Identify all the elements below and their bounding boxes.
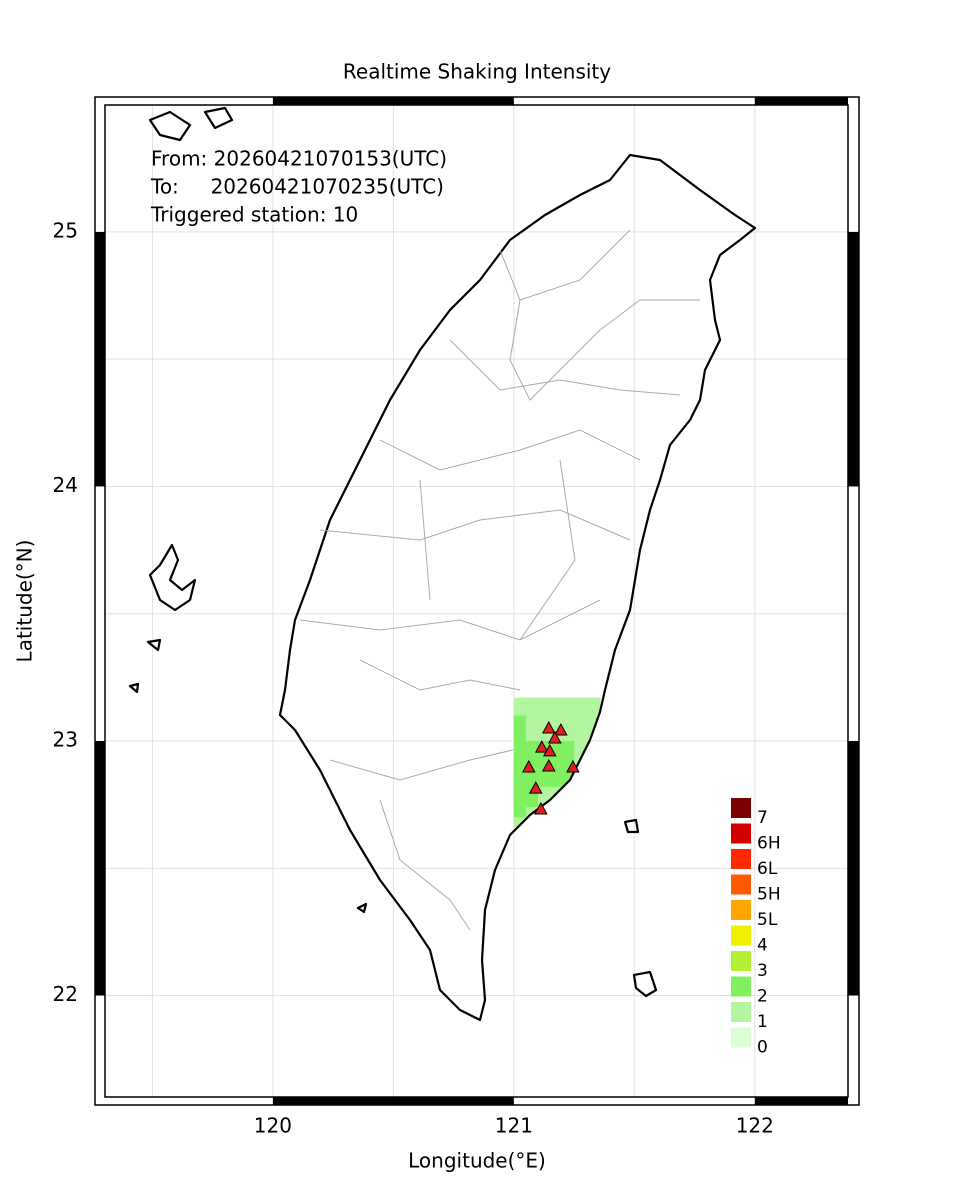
station bbox=[553, 723, 568, 736]
x-axis-label: Longitude(°E) bbox=[408, 1149, 546, 1173]
frame-bar bbox=[272, 1097, 514, 1105]
y-axis-label: Latitude(°N) bbox=[13, 540, 37, 663]
legend-label: 6H bbox=[757, 834, 781, 854]
frame-inner bbox=[104, 104, 849, 1098]
legend-label: 5H bbox=[757, 885, 781, 905]
frame-bar bbox=[754, 97, 848, 105]
y-tick-label: 23 bbox=[53, 728, 78, 752]
frame-bar bbox=[95, 741, 105, 996]
legend-label: 2 bbox=[757, 987, 768, 1007]
station bbox=[521, 759, 536, 773]
station bbox=[541, 758, 556, 772]
x-tick-label: 120 bbox=[254, 1114, 292, 1138]
x-tick-label: 122 bbox=[736, 1114, 774, 1138]
legend-swatch bbox=[731, 874, 751, 895]
station bbox=[547, 730, 562, 744]
info-line: Triggered station: 10 bbox=[150, 203, 358, 227]
stations bbox=[521, 720, 580, 815]
y-tick-label: 25 bbox=[53, 218, 78, 242]
info-text: From: 20260421070153(UTC) To: 20260421070… bbox=[150, 147, 447, 227]
legend-swatch bbox=[731, 798, 751, 818]
frame-bar bbox=[272, 97, 514, 105]
station bbox=[534, 740, 549, 753]
coastline bbox=[128, 106, 757, 1022]
info-line: To: 20260421070235(UTC) bbox=[150, 175, 444, 199]
station bbox=[533, 801, 548, 815]
legend-swatch bbox=[731, 1002, 751, 1022]
legend-label: 6L bbox=[757, 859, 778, 879]
station bbox=[528, 781, 543, 794]
legend-label: 5L bbox=[757, 910, 778, 930]
station bbox=[542, 743, 557, 757]
legend-swatch bbox=[731, 823, 751, 844]
station bbox=[566, 759, 580, 773]
legend: 7 6H 6L 5H 5L 4 3 2 1 0 bbox=[731, 798, 781, 1058]
legend-swatch bbox=[731, 849, 751, 869]
legend-swatch bbox=[731, 900, 751, 920]
legend-swatch bbox=[731, 925, 751, 946]
frame-bar bbox=[95, 231, 105, 487]
legend-label: 4 bbox=[757, 936, 768, 956]
y-tick-label: 24 bbox=[53, 473, 78, 497]
info-line: From: 20260421070153(UTC) bbox=[151, 147, 447, 171]
frame-bar bbox=[754, 1097, 848, 1105]
y-tick-label: 22 bbox=[53, 982, 78, 1006]
title: Realtime Shaking Intensity bbox=[343, 60, 611, 84]
legend-label: 1 bbox=[757, 1012, 768, 1032]
frame-bar bbox=[848, 231, 859, 487]
grid bbox=[105, 105, 848, 1097]
station bbox=[541, 720, 556, 734]
legend-swatch bbox=[731, 951, 751, 971]
intensity-cells bbox=[513, 697, 601, 828]
legend-swatch bbox=[731, 976, 751, 997]
legend-swatch bbox=[731, 1027, 751, 1048]
legend-label: 0 bbox=[757, 1038, 768, 1058]
x-tick-label: 121 bbox=[495, 1114, 533, 1138]
legend-label: 3 bbox=[757, 961, 768, 981]
frame-bar bbox=[848, 741, 859, 996]
legend-label: 7 bbox=[757, 808, 768, 828]
